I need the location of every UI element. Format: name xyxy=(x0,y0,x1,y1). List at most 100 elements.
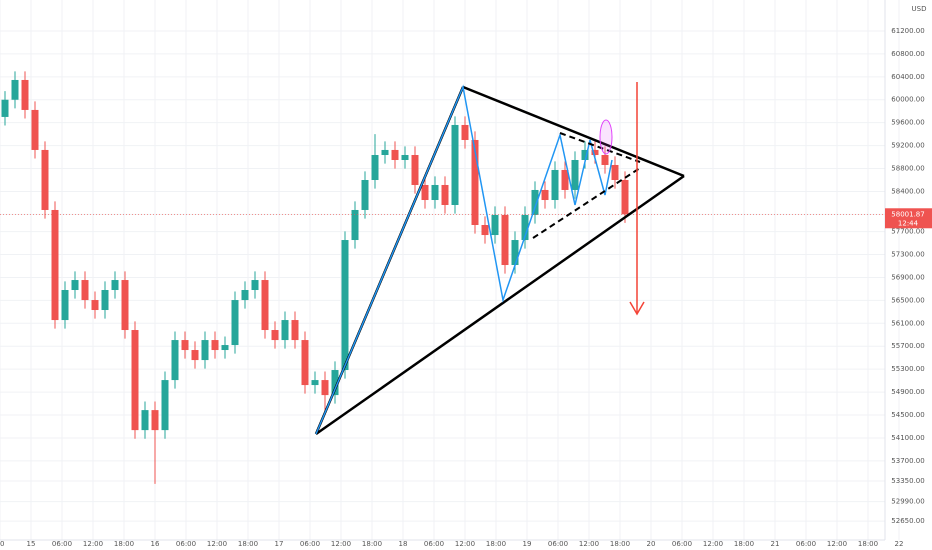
candle-body xyxy=(321,380,329,396)
candles xyxy=(0,71,885,484)
candle-body xyxy=(141,410,149,431)
candle-body xyxy=(31,109,39,150)
x-tick-label: 06:00 xyxy=(52,540,72,548)
candle-body xyxy=(481,225,489,236)
dashed-line xyxy=(559,132,641,163)
x-tick-label: 00 xyxy=(0,540,4,548)
x-tick-label: 16 xyxy=(151,540,160,548)
x-tick-label: 18:00 xyxy=(610,540,630,548)
x-tick-label: 12:00 xyxy=(703,540,723,548)
x-tick-label: 18 xyxy=(399,540,408,548)
candle-body xyxy=(601,155,609,165)
x-tick-label: 21 xyxy=(771,540,780,548)
candle-body xyxy=(311,380,319,386)
candle-body xyxy=(161,380,169,431)
x-tick-label: 18:00 xyxy=(734,540,754,548)
candle-body xyxy=(591,149,599,156)
candle-body xyxy=(291,320,299,341)
price-label-box xyxy=(885,208,932,229)
candle-body xyxy=(281,320,289,341)
y-tick-label: 59200.00 xyxy=(891,142,924,150)
y-tick-label: 56900.00 xyxy=(891,273,924,281)
candle-body xyxy=(351,209,359,241)
candle-body xyxy=(241,290,249,301)
candle-body xyxy=(511,240,519,266)
candle-body xyxy=(411,155,419,185)
candle-body xyxy=(421,184,429,201)
triangle-line xyxy=(462,85,685,178)
drawings xyxy=(314,82,685,436)
arrow-head xyxy=(629,301,645,316)
x-tick-label: 20 xyxy=(647,540,656,548)
candle-body xyxy=(341,240,349,371)
x-tick-label: 19 xyxy=(523,540,532,548)
x-tick-label: 12:00 xyxy=(579,540,599,548)
wave-line xyxy=(315,84,613,435)
y-tick-label: 59600.00 xyxy=(891,119,924,127)
x-tick-label: 22 xyxy=(895,540,904,548)
x-tick-label: 18:00 xyxy=(114,540,134,548)
grid xyxy=(0,0,900,540)
x-tick-label: 15 xyxy=(27,540,36,548)
y-tick-label: 61200.00 xyxy=(891,27,924,35)
candle-body xyxy=(131,330,139,431)
candle-body xyxy=(221,345,229,351)
candle-body xyxy=(151,410,159,431)
candle-body xyxy=(111,280,119,291)
dashed-line xyxy=(532,167,641,239)
candle-body xyxy=(71,280,79,291)
candle-body xyxy=(11,79,19,100)
candle-body xyxy=(491,214,499,236)
candle-body xyxy=(21,79,29,110)
x-tick-label: 12:00 xyxy=(83,540,103,548)
y-tick-label: 56500.00 xyxy=(891,296,924,304)
x-tick-label: 06:00 xyxy=(424,540,444,548)
candle-body xyxy=(301,340,309,386)
last-price-label: 58001.87 xyxy=(891,210,924,218)
candle-body xyxy=(271,330,279,341)
candle-body xyxy=(61,290,69,321)
y-tick-label: 54100.00 xyxy=(891,434,924,442)
candle-body xyxy=(41,149,49,210)
y-tick-label: 55700.00 xyxy=(891,342,924,350)
candle-body xyxy=(381,149,389,156)
candle-body xyxy=(391,149,399,160)
currency-label: USD xyxy=(912,5,927,13)
x-tick-label: 06:00 xyxy=(300,540,320,548)
y-tick-label: 53350.00 xyxy=(891,477,924,485)
x-tick-label: 06:00 xyxy=(548,540,568,548)
candle-body xyxy=(261,280,269,331)
triangle-line xyxy=(315,174,685,436)
y-tick-label: 52650.00 xyxy=(891,517,924,525)
candle-body xyxy=(471,139,479,225)
y-tick-label: 57300.00 xyxy=(891,251,924,259)
candle-body xyxy=(401,155,409,160)
candle-body xyxy=(371,155,379,180)
y-tick-label: 58400.00 xyxy=(891,187,924,195)
countdown-label: 12:44 xyxy=(898,219,919,227)
candle-body xyxy=(541,189,549,201)
candle-body xyxy=(561,169,569,190)
y-tick-label: 52990.00 xyxy=(891,498,924,506)
candle-body xyxy=(551,169,559,201)
candle-body xyxy=(501,214,509,266)
candle-body xyxy=(441,184,449,205)
candle-body xyxy=(211,340,219,351)
candle-body xyxy=(201,340,209,361)
highlight-ellipse xyxy=(599,119,613,155)
x-tick-label: 12:00 xyxy=(207,540,227,548)
candle-body xyxy=(621,180,629,215)
x-tick-label: 18:00 xyxy=(238,540,258,548)
candle-body xyxy=(191,350,199,361)
x-tick-label: 18:00 xyxy=(858,540,878,548)
candle-body xyxy=(251,280,259,291)
y-tick-label: 60800.00 xyxy=(891,50,924,58)
x-tick-label: 12:00 xyxy=(455,540,475,548)
candle-body xyxy=(181,340,189,351)
x-tick-label: 18:00 xyxy=(362,540,382,548)
candle-body xyxy=(581,149,589,160)
y-tick-label: 53700.00 xyxy=(891,457,924,465)
y-tick-label: 60000.00 xyxy=(891,96,924,104)
